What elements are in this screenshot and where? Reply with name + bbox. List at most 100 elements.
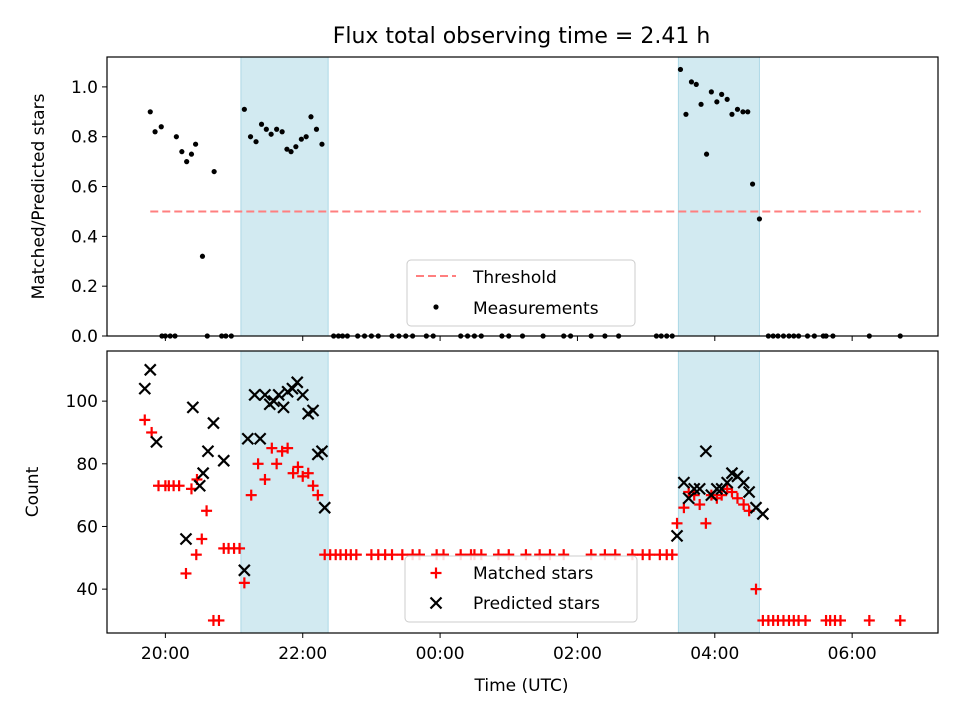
- top-y-tick-label: 1.0: [71, 78, 98, 98]
- predicted-star-point-b: [196, 466, 210, 480]
- measurement-point: [288, 149, 294, 155]
- measurement-point: [319, 141, 325, 147]
- matched-star-point: [396, 549, 408, 561]
- legend-matched-swatch: [430, 567, 442, 579]
- predicted-star-point: [193, 479, 206, 493]
- predicted-star-point-b: [253, 432, 267, 446]
- measurement-point: [253, 139, 259, 145]
- measurement-point: [708, 89, 714, 95]
- matched-star-point: [644, 549, 656, 561]
- predicted-star-point-b: [290, 376, 304, 389]
- top-y-tick-label: 0.8: [71, 128, 98, 148]
- matched-star-point: [302, 467, 314, 479]
- measurement-point: [740, 109, 746, 115]
- predicted-star-point-b: [207, 416, 220, 430]
- predicted-star-point-b: [238, 564, 251, 577]
- bottom-plot-frame: [106, 350, 939, 634]
- matched-star-point: [266, 442, 278, 454]
- bottom-y-tick-label: 80: [76, 455, 98, 475]
- bottom-panel: 40 60 80 100 20:00 22:00 00:00 02:00 04:00 06:00…: [23, 350, 939, 696]
- matched-star-point: [716, 489, 728, 501]
- top-panel: 0.0 0.2 0.4 0.6 0.8 1.0 Matched/Predicted sta…: [29, 56, 939, 347]
- measurement-point: [313, 126, 320, 132]
- bottom-x-tick-label: 06:00: [828, 644, 877, 664]
- matched-star-point: [350, 549, 362, 561]
- predicted-star-point: [272, 388, 285, 402]
- predicted-star-point: [248, 388, 261, 402]
- predicted-star-point: [756, 507, 770, 521]
- measurement-point: [677, 66, 684, 73]
- bottom-y-tick-label: 100: [66, 392, 98, 412]
- predicted-star-point-b: [731, 470, 744, 483]
- predicted-star-point: [693, 482, 706, 496]
- measurement-point: [724, 96, 730, 102]
- measurement-point: [693, 81, 699, 88]
- predicted-star-point: [201, 444, 215, 458]
- predicted-star-point-b: [217, 454, 231, 467]
- top-shaded-intervals: [240, 56, 760, 337]
- predicted-star-point-b: [737, 476, 750, 489]
- bottom-x-tick-label: 22:00: [278, 644, 327, 664]
- predicted-star-point: [186, 401, 200, 414]
- matched-star-point: [799, 614, 811, 626]
- predicted-star-point: [253, 432, 267, 446]
- predicted-star-point: [720, 476, 734, 489]
- matched-star-point: [666, 549, 678, 561]
- shaded-interval-2: [677, 56, 760, 337]
- measurement-point: [241, 106, 247, 112]
- bottom-x-tick-label: 04:00: [690, 644, 739, 664]
- matched-star-point: [312, 489, 324, 501]
- measurement-point: [173, 134, 179, 140]
- matched-star-point: [894, 614, 906, 626]
- top-legend: Threshold Measurements: [406, 259, 636, 327]
- predicted-star-point-b: [677, 476, 691, 489]
- measurement-point: [147, 109, 153, 115]
- matched-star-point: [834, 614, 846, 626]
- measurement-point: [247, 134, 254, 140]
- measurement-point: [274, 126, 280, 132]
- measurement-point: [749, 181, 756, 187]
- predicted-star-point: [710, 482, 724, 496]
- measurement-point: [688, 79, 695, 85]
- measurement-point: [734, 106, 741, 112]
- predicted-star-point-b: [749, 501, 763, 514]
- predicted-star-point: [699, 444, 713, 458]
- legend-measurements-swatch: [433, 304, 439, 310]
- measurement-point: [719, 91, 725, 97]
- predicted-star-point: [290, 376, 304, 389]
- measurement-point: [192, 141, 199, 147]
- predicted-star-point-b: [699, 444, 713, 458]
- predicted-star-point-b: [756, 507, 770, 521]
- matched-star-point: [213, 614, 225, 626]
- predicted-star-point: [258, 388, 272, 402]
- predicted-star-point-b: [710, 482, 724, 496]
- matched-star-point: [731, 492, 743, 504]
- measurement-point: [279, 129, 285, 135]
- measurement-point: [152, 129, 158, 135]
- top-legend-box: [406, 259, 636, 327]
- legend-predicted-marker-b: [429, 596, 443, 610]
- top-y-tick-label: 0.0: [71, 327, 98, 347]
- predicted-star-point: [241, 432, 255, 446]
- matched-star-point: [738, 499, 750, 511]
- measurement-point: [179, 149, 185, 155]
- legend-threshold-label: Threshold: [472, 268, 557, 288]
- shaded-interval-1: [240, 56, 329, 337]
- matched-star-point: [282, 442, 294, 454]
- matched-stars-points: [139, 414, 906, 626]
- predicted-star-point: [742, 485, 756, 499]
- measurement-point: [258, 121, 265, 127]
- predicted-star-point-b: [318, 501, 331, 514]
- figure-title: Flux total observing time = 2.41 h: [333, 24, 711, 49]
- predicted-star-point-b: [143, 363, 157, 377]
- legend-predicted-marker: [429, 596, 443, 610]
- measurement-point: [745, 109, 751, 115]
- predicted-star-point-b: [193, 479, 206, 493]
- predicted-star-point: [196, 466, 210, 480]
- matched-star-point: [694, 499, 706, 511]
- bottom-legend: Matched stars Predicted stars: [404, 555, 638, 623]
- bottom-x-tick-label: 20:00: [141, 644, 190, 664]
- predicted-star-point-b: [272, 388, 285, 402]
- measurement-point: [308, 114, 314, 120]
- matched-star-point: [234, 542, 246, 554]
